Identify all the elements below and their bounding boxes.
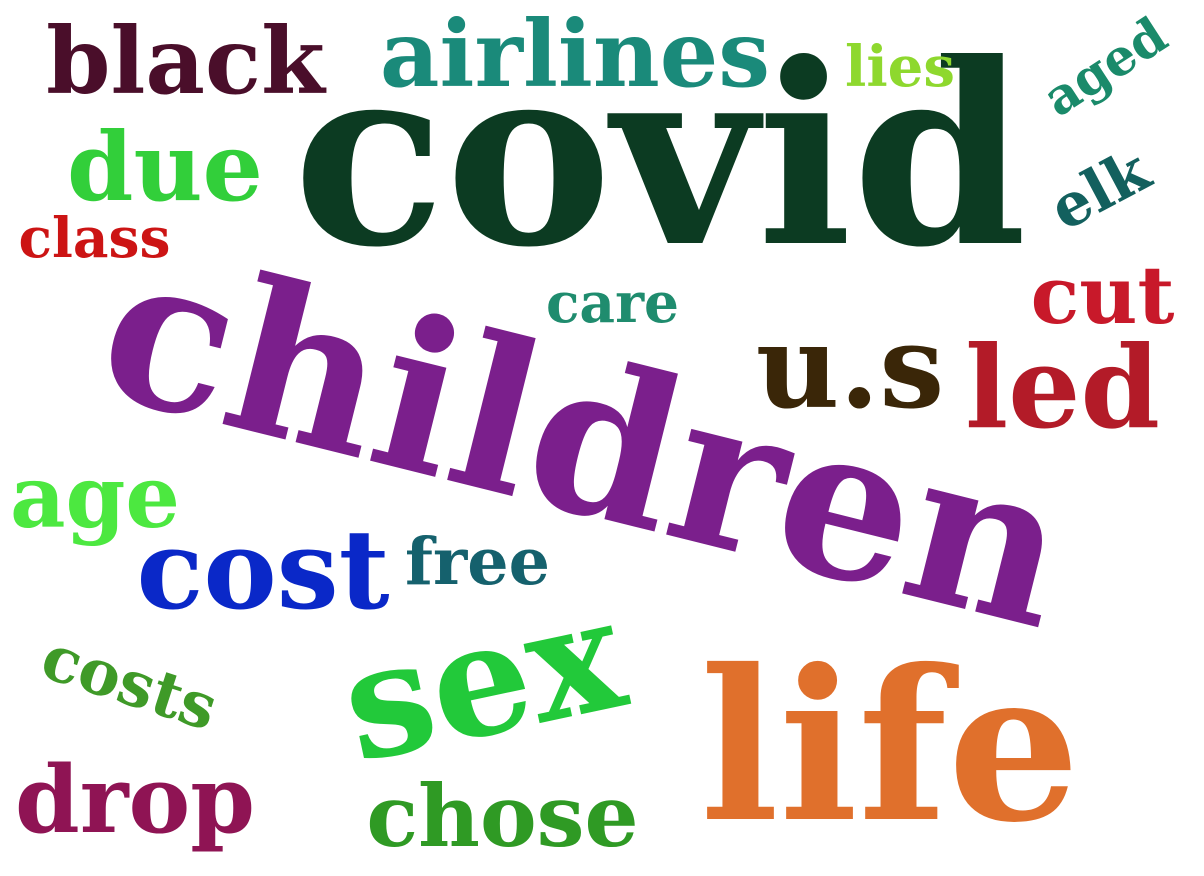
word-costs: costs (33, 619, 227, 746)
word-cost: cost (136, 505, 390, 634)
word-drop: drop (15, 744, 255, 854)
word-care: care (545, 270, 680, 335)
word-life: life (700, 625, 1080, 870)
word-cut: cut (1030, 248, 1175, 342)
word-class: class (18, 205, 171, 270)
word-age: age (10, 448, 180, 549)
word-free: free (405, 524, 550, 600)
word-chose: chose (366, 767, 639, 867)
word-us: u.s (755, 300, 945, 435)
word-airlines: airlines (379, 0, 771, 108)
word-aged: aged (1032, 5, 1178, 129)
word-elk: elk (1038, 134, 1161, 245)
word-covid: covid (292, 8, 1027, 302)
word-black: black (46, 7, 325, 115)
word-due: due (67, 112, 263, 223)
word-led: led (965, 320, 1160, 455)
word-lies: lies (845, 34, 955, 101)
